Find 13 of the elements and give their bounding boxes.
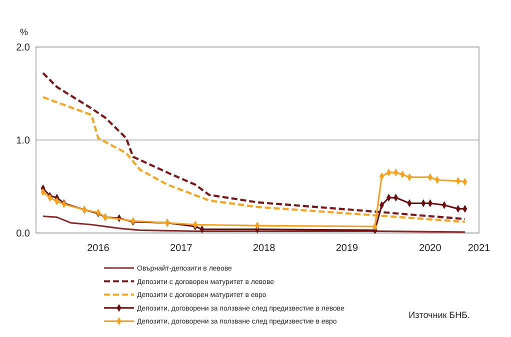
- y-tick-label: 1.0: [16, 136, 30, 146]
- y-tick-label: 0.0: [16, 228, 30, 240]
- x-tick-label: 2017: [170, 243, 193, 254]
- line-series: [42, 72, 466, 220]
- y-axis-title: %: [20, 27, 28, 37]
- line-series: [42, 215, 466, 233]
- x-tick-label: 2016: [87, 243, 110, 254]
- x-tick-label: 2019: [336, 243, 359, 254]
- x-tick-label: 2018: [252, 243, 276, 254]
- x-tick-label: 2021: [468, 243, 491, 254]
- y-tick-label: 2.0: [16, 42, 30, 54]
- text: Източник БНБ.: [408, 310, 470, 320]
- x-tick-label: 2020: [419, 243, 442, 254]
